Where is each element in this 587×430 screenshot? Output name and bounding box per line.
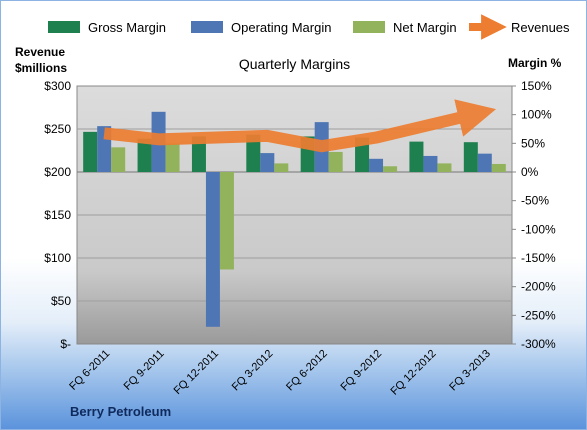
left-tick-label: $300 [44,79,71,93]
category-label: FQ 12-2011 [172,348,221,397]
right-tick-label: -150% [521,251,556,265]
right-tick-label: 50% [521,136,545,150]
category-label: FQ 6-2011 [67,348,112,393]
right-tick-label: -250% [521,308,556,322]
category-label: FQ 3-2012 [230,348,276,394]
left-axis-title: $millions [15,61,67,75]
bar-net-margin [274,163,289,172]
left-tick-label: $250 [44,122,71,136]
legend-swatch-gross-margin [48,21,80,33]
bar-operating-margin [205,172,220,327]
bar-operating-margin [260,153,275,172]
legend-label-revenues: Revenues [511,20,570,35]
legend-label-gross-margin: Gross Margin [88,20,166,35]
left-tick-label: $200 [44,165,71,179]
right-tick-label: 150% [521,79,552,93]
right-tick-label: 100% [521,108,552,122]
bar-net-margin [111,147,126,172]
category-label: FQ 6-2012 [284,348,330,394]
bar-gross-margin [246,134,261,172]
bar-gross-margin [463,142,478,172]
legend-swatch-net-margin [353,21,385,33]
legend-label-net-margin: Net Margin [393,20,457,35]
left-tick-label: $150 [44,208,71,222]
bar-gross-margin [409,141,424,172]
bar-net-margin [328,151,343,172]
bar-net-margin [165,143,180,172]
right-tick-label: 0% [521,165,539,179]
right-tick-label: -300% [521,337,556,351]
company-label: Berry Petroleum [70,404,171,419]
category-label: FQ 12-2012 [389,348,439,398]
bar-net-margin [437,163,452,172]
left-axis-title: Revenue [15,45,65,59]
bar-gross-margin [137,138,152,172]
left-tick-label: $50 [51,294,71,308]
bar-operating-margin [369,158,384,172]
category-label: FQ 9-2011 [122,348,167,393]
bar-net-margin [219,172,234,270]
left-tick-label: $100 [44,251,71,265]
chart-title: Quarterly Margins [239,56,350,72]
category-label: FQ 9-2012 [339,348,385,394]
bar-gross-margin [191,136,206,172]
bar-operating-margin [423,155,438,172]
right-tick-label: -100% [521,222,556,236]
revenues-line [103,99,497,153]
bar-net-margin [491,163,506,172]
bar-operating-margin [477,153,492,172]
right-tick-label: -200% [521,280,556,294]
right-tick-label: -50% [521,194,549,208]
legend-swatch-operating-margin [191,21,223,33]
bar-net-margin [383,166,398,172]
left-tick-label: $- [60,337,71,351]
category-label: FQ 3-2013 [447,348,493,394]
legend-label-operating-margin: Operating Margin [231,20,331,35]
bar-gross-margin [83,131,98,172]
right-axis-title: Margin % [508,56,562,70]
